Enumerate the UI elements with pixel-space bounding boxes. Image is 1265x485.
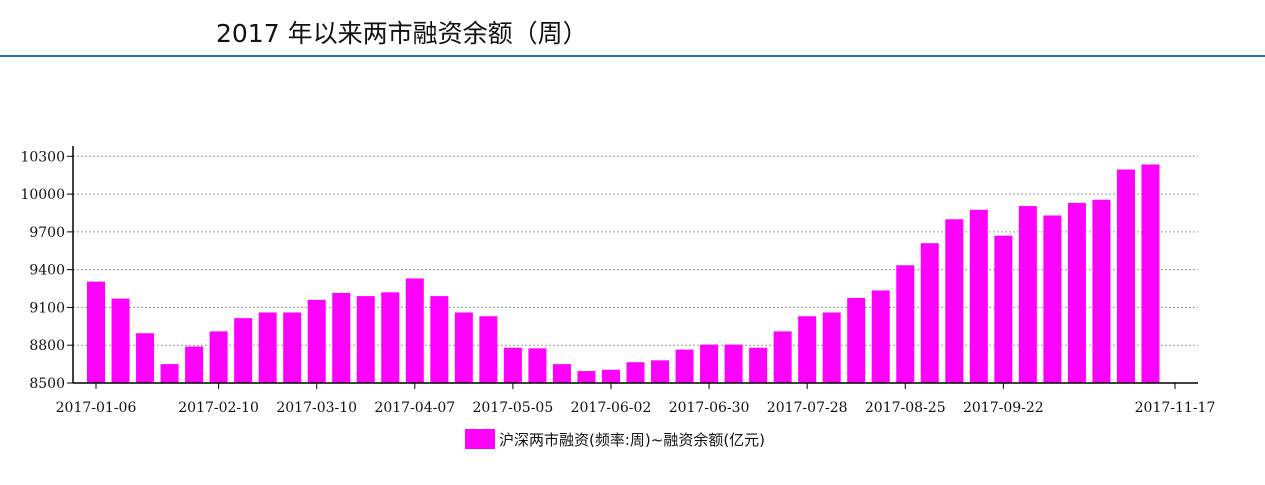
bar [994,235,1013,383]
bar [87,281,105,383]
bar [798,316,817,383]
legend-label: 沪深两市融资(频率:周)~融资余额(亿元) [499,431,765,449]
bar [405,278,424,383]
bar [847,297,866,383]
bar [626,362,645,383]
y-tick-label: 9400 [29,263,65,279]
bar [1141,164,1160,383]
y-tick-label: 8800 [29,338,65,354]
bar [822,312,841,383]
x-tick-label: 2017-03-10 [276,400,357,416]
bar [1043,215,1062,383]
bar-series [87,164,1160,383]
legend: 沪深两市融资(频率:周)~融资余额(亿元) [465,429,765,449]
bar [356,296,375,383]
bar [503,347,522,383]
x-tick-label: 2017-05-05 [473,400,554,416]
bar [111,298,130,383]
page-title: 2017 年以来两市融资余额（周） [216,19,588,48]
bar [160,364,179,383]
y-tick-label: 10300 [20,149,65,165]
bar [479,316,498,383]
bar [1018,206,1037,383]
y-tick-label: 9100 [29,300,65,316]
header-divider [0,55,1265,57]
bar [1067,202,1086,383]
bar [234,318,253,383]
x-tick-label: 2017-06-30 [669,400,750,416]
bar [1092,199,1111,383]
x-tick-label: 2017-08-25 [865,400,946,416]
bar [454,312,473,383]
axes [72,146,1198,384]
y-tick-label: 9700 [29,225,65,241]
header: 2017 年以来两市融资余额（周） [0,0,1265,58]
bar [700,344,719,383]
bar [1116,169,1135,383]
bar [185,346,204,383]
bar [307,299,326,383]
x-tick-label: 2017-01-06 [56,400,137,416]
bar [381,292,400,383]
bar [601,369,620,383]
y-axis-ticks: 8500 8800 9100 9400 9700 10000 10300 [20,149,73,392]
x-tick-label: 2017-02-10 [178,400,259,416]
bar [332,292,351,383]
bar [749,347,768,383]
x-tick-label: 2017-06-02 [571,400,652,416]
bar [209,331,228,383]
bar [651,360,670,383]
x-tick-label: 2017-11-17 [1135,400,1216,416]
bar [945,219,964,383]
bar [969,209,988,383]
x-axis-ticks: 2017-01-06 2017-02-10 2017-03-10 2017-04-07… [56,383,1216,416]
bar [773,331,792,383]
bar [258,312,277,383]
bar [675,349,694,383]
x-tick-label: 2017-09-22 [963,400,1044,416]
y-tick-label: 10000 [20,187,65,203]
bar [283,312,302,383]
x-tick-label: 2017-04-07 [374,400,455,416]
bar [920,243,939,383]
bar [136,333,155,383]
bar [896,265,915,383]
bar [430,296,449,383]
bar [552,364,571,383]
legend-swatch [465,429,495,449]
bar [528,348,547,383]
bar [871,290,890,383]
y-tick-label: 8500 [29,376,65,392]
x-tick-label: 2017-07-28 [767,400,848,416]
bar [724,344,743,383]
bar [577,371,596,383]
